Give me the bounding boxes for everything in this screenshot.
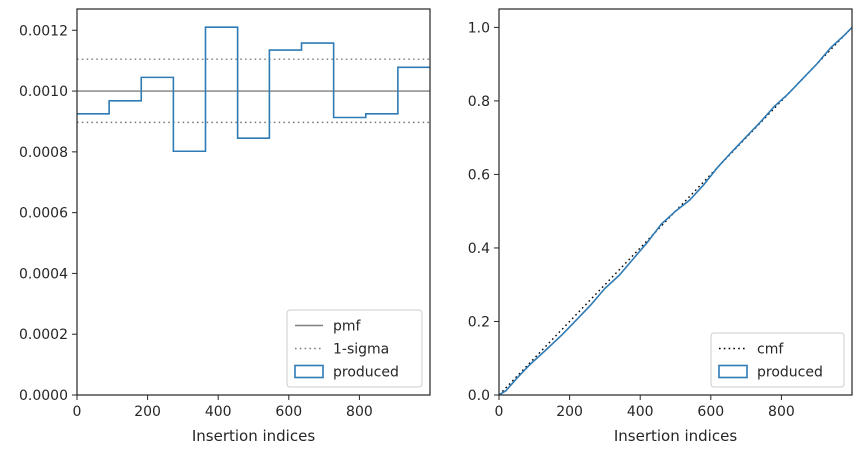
y-tick-label: 0.0002 (19, 327, 68, 343)
legend-label-1-sigma: 1-sigma (333, 342, 389, 358)
y-tick-label: 0.0008 (19, 145, 68, 161)
right-cumulative-panel: 0 200 400 600 800 0.0 0.2 0.4 0.6 0.8 1.0 Insertion… (468, 9, 852, 445)
x-axis-label: Insertion indices (614, 427, 737, 445)
x-tick-label: 0 (495, 404, 504, 420)
y-tick-label: 0.0004 (19, 266, 68, 282)
legend-label-cmf: cmf (757, 342, 784, 358)
legend: pmf 1-sigma produced (287, 310, 422, 387)
x-tick-label: 600 (275, 404, 302, 420)
x-tick-label: 400 (205, 404, 232, 420)
y-tick-label: 0.6 (468, 167, 490, 183)
y-tick-label: 0.2 (468, 314, 490, 330)
x-tick-label: 200 (556, 404, 583, 420)
x-tick-label: 600 (697, 404, 724, 420)
y-tick-label: 0.0012 (19, 23, 68, 39)
x-tick-label: 0 (73, 404, 82, 420)
x-tick-label: 400 (627, 404, 654, 420)
legend-label-pmf: pmf (333, 319, 362, 335)
legend-label-produced: produced (757, 365, 823, 381)
legend: cmf produced (711, 333, 844, 387)
y-tick-label: 0.4 (468, 241, 490, 257)
y-tick-label: 1.0 (468, 20, 490, 36)
series-produced (77, 27, 430, 151)
x-tick-label: 800 (768, 404, 795, 420)
x-tick-label: 800 (346, 404, 373, 420)
legend-label-produced: produced (333, 365, 399, 381)
y-tick-label: 0.0000 (19, 388, 68, 404)
y-tick-label: 0.8 (468, 94, 490, 110)
y-tick-label: 0.0 (468, 388, 490, 404)
y-tick-label: 0.0010 (19, 84, 68, 100)
x-axis-label: Insertion indices (192, 427, 315, 445)
y-tick-label: 0.0006 (19, 206, 68, 222)
plot-area (77, 27, 430, 151)
left-histogram-panel: 0 200 400 600 800 0.0000 0.0002 0.0004 0.0006 0.0… (19, 9, 430, 445)
x-tick-label: 200 (134, 404, 161, 420)
